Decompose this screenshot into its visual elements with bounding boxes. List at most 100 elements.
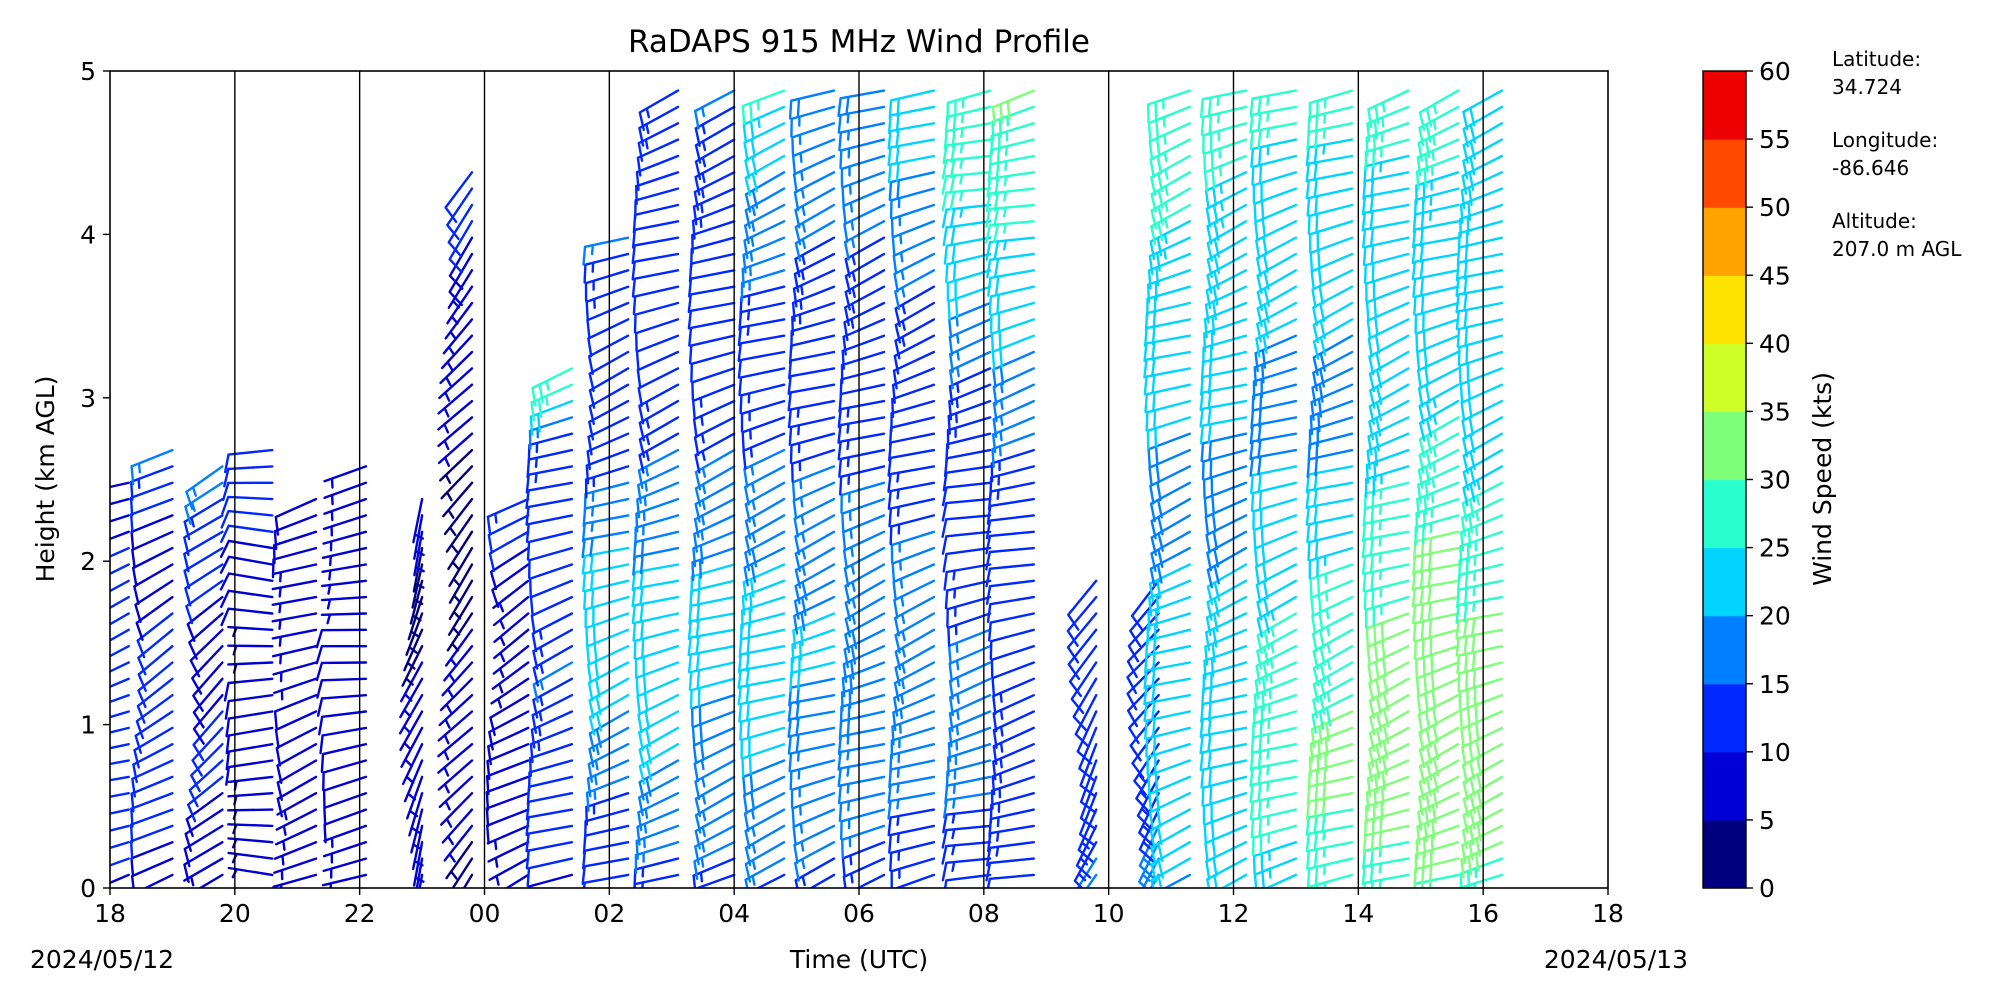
wind-barb — [991, 661, 1035, 697]
wind-barb — [694, 122, 736, 164]
wind-barb — [1202, 334, 1248, 367]
wind-barb — [737, 318, 786, 347]
wind-barb — [943, 873, 992, 888]
wind-barb — [1200, 432, 1248, 463]
wind-barb — [490, 677, 530, 709]
wind-barb — [843, 546, 886, 588]
colorbar-tick-label: 5 — [1759, 806, 1775, 835]
wind-barb — [844, 285, 886, 327]
colorbar-segment — [1703, 819, 1746, 889]
wind-barb — [694, 808, 736, 850]
wind-barb — [743, 775, 786, 815]
colorbar-segment — [1703, 139, 1746, 208]
wind-barb — [636, 808, 680, 846]
wind-barb — [1146, 612, 1191, 646]
wind-barb — [742, 563, 786, 601]
wind-barb — [321, 579, 368, 595]
wind-barb — [487, 514, 530, 554]
wind-barb — [1368, 726, 1410, 768]
wind-barb — [437, 383, 474, 418]
wind-barb — [318, 710, 368, 736]
wind-barb — [737, 334, 786, 363]
wind-barb — [1250, 465, 1298, 495]
wind-barb — [887, 775, 936, 804]
wind-barb — [1363, 481, 1410, 513]
wind-barb — [1150, 154, 1191, 196]
wind-barb — [1311, 612, 1354, 653]
colorbar-label: Wind Speed (kts) — [1808, 372, 1837, 586]
wind-barb — [442, 318, 474, 356]
x-tick-label: 06 — [843, 899, 875, 928]
wind-barb — [638, 383, 680, 425]
wind-barb — [687, 285, 736, 314]
wind-barb — [1365, 775, 1410, 812]
wind-barb — [985, 514, 1035, 540]
wind-barb — [692, 399, 736, 439]
wind-barb — [530, 595, 574, 635]
x-tick-label: 08 — [968, 899, 1000, 928]
wind-barb — [221, 495, 274, 515]
wind-barb — [1256, 301, 1298, 343]
wind-barb — [129, 808, 174, 844]
wind-barb — [692, 530, 736, 568]
wind-barb — [742, 432, 786, 470]
wind-barb — [1418, 105, 1460, 147]
wind-barb — [893, 873, 936, 888]
wind-barb — [219, 555, 274, 574]
wind-barb — [1461, 726, 1504, 766]
wind-barb — [943, 563, 992, 591]
wind-barb — [1310, 579, 1354, 617]
wind-barb — [1130, 579, 1160, 632]
wind-barb — [842, 187, 886, 225]
wind-barb — [636, 350, 680, 389]
wind-barb — [322, 775, 368, 810]
wind-barb — [525, 481, 574, 510]
wind-barb — [192, 694, 224, 745]
wind-barb — [1143, 694, 1191, 722]
wind-barb — [486, 824, 530, 851]
wind-barb — [1413, 187, 1460, 219]
wind-barb — [1363, 808, 1410, 840]
wind-barb — [275, 808, 318, 836]
colorbar-segment — [1703, 275, 1746, 344]
wind-barb — [742, 236, 786, 274]
wind-barb — [794, 530, 836, 573]
wind-barb — [1364, 595, 1410, 629]
wind-barb — [529, 399, 574, 436]
wind-barb — [985, 530, 1035, 555]
wind-barb — [986, 595, 1035, 623]
wind-barb — [584, 269, 630, 302]
wind-barb — [992, 726, 1035, 765]
wind-barb — [842, 514, 886, 551]
wind-barb — [143, 873, 174, 888]
wind-barb — [1150, 203, 1191, 245]
wind-barb — [130, 775, 174, 813]
wind-barb — [638, 432, 680, 474]
wind-barb — [1078, 726, 1098, 781]
wind-barb — [637, 694, 680, 734]
wind-barb — [273, 677, 318, 701]
wind-barb — [321, 546, 368, 567]
wind-barb — [635, 318, 680, 352]
wind-barb — [842, 318, 886, 356]
wind-barb — [1416, 138, 1460, 177]
x-tick-label: 20 — [219, 899, 251, 928]
wind-barb — [692, 383, 736, 420]
wind-barb — [891, 383, 936, 418]
colorbar-segment — [1703, 615, 1746, 685]
wind-barb — [529, 579, 574, 617]
wind-barb — [439, 350, 474, 387]
wind-barb — [838, 792, 886, 822]
wind-barb — [991, 89, 1035, 127]
wind-barb — [636, 481, 680, 519]
wind-barb — [492, 579, 530, 613]
wind-barb — [487, 726, 530, 766]
wind-barb — [1307, 759, 1354, 791]
wind-barb — [634, 841, 680, 874]
wind-barb — [744, 530, 786, 572]
wind-barb — [635, 154, 680, 191]
wind-barb — [631, 236, 680, 265]
wind-barb — [1417, 694, 1460, 734]
wind-barb — [941, 514, 992, 538]
wind-barb — [691, 203, 736, 240]
